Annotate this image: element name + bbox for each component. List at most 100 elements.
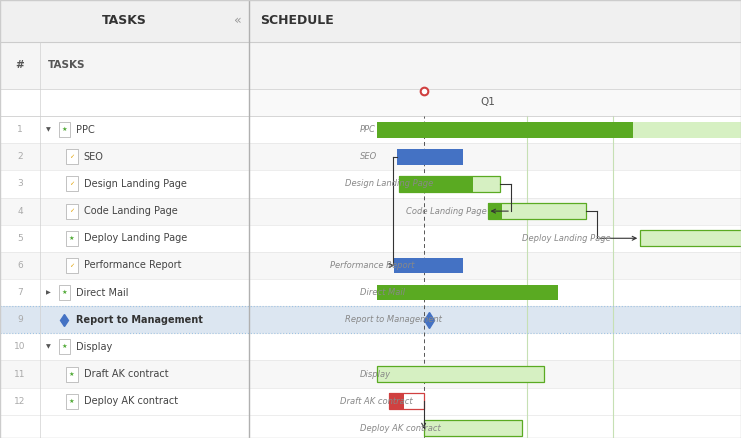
Bar (0, 116, 249, 143)
Bar (488, 203, 586, 219)
Bar (249, 225, 741, 252)
Text: 1: 1 (17, 125, 23, 134)
Bar (66, 149, 78, 164)
Text: ★: ★ (69, 399, 75, 404)
Bar (640, 230, 741, 246)
Text: ★: ★ (62, 344, 67, 350)
Bar (249, 388, 741, 415)
Text: ✓: ✓ (69, 263, 75, 268)
Text: Direct Mail: Direct Mail (359, 288, 405, 297)
Bar (0, 252, 249, 279)
Text: ★: ★ (69, 371, 75, 377)
Bar (249, 333, 741, 360)
Text: Draft AK contract: Draft AK contract (84, 369, 168, 379)
Text: PPC: PPC (359, 125, 376, 134)
Text: 5: 5 (17, 234, 23, 243)
Text: Deploy AK contract: Deploy AK contract (359, 424, 440, 433)
Bar (249, 42, 741, 89)
Bar (249, 360, 741, 388)
Bar (473, 176, 500, 192)
Text: 6: 6 (17, 261, 23, 270)
Text: Display: Display (76, 342, 113, 352)
Bar (249, 89, 741, 116)
Text: SEO: SEO (84, 152, 104, 162)
Bar (249, 306, 741, 333)
Bar (66, 204, 78, 219)
Text: SCHEDULE: SCHEDULE (260, 14, 334, 27)
Text: ★: ★ (62, 127, 67, 132)
Text: «: « (234, 14, 242, 27)
Bar (0, 279, 249, 306)
Text: ✓: ✓ (69, 181, 75, 187)
Text: Q1: Q1 (480, 98, 495, 107)
Text: ★: ★ (62, 290, 67, 295)
Bar (0, 143, 249, 170)
Bar (640, 230, 741, 246)
Text: Deploy AK contract: Deploy AK contract (84, 396, 178, 406)
Bar (0, 198, 249, 225)
Text: SEO: SEO (359, 152, 377, 161)
Bar (59, 339, 70, 354)
Bar (249, 170, 741, 198)
Bar (249, 0, 741, 42)
Text: 2: 2 (17, 152, 23, 161)
Text: Performance Report: Performance Report (84, 261, 182, 270)
Bar (249, 116, 741, 143)
Text: ▶: ▶ (46, 290, 50, 295)
Text: PPC: PPC (76, 125, 95, 134)
Bar (249, 279, 741, 306)
Text: ✓: ✓ (69, 208, 75, 214)
Text: 12: 12 (14, 397, 26, 406)
Bar (66, 367, 78, 381)
Text: Design Landing Page: Design Landing Page (84, 179, 187, 189)
Bar (0, 225, 249, 252)
Bar (66, 231, 78, 246)
Bar (396, 149, 463, 165)
Bar (377, 366, 544, 382)
Text: Report to Management: Report to Management (76, 315, 203, 325)
Bar (399, 176, 473, 192)
Bar (249, 198, 741, 225)
Text: #: # (16, 60, 24, 70)
Bar (0, 0, 249, 42)
Text: ▼: ▼ (46, 344, 50, 350)
Bar (404, 393, 424, 409)
Bar (394, 258, 463, 273)
Bar (66, 258, 78, 273)
Text: Deploy Landing Page: Deploy Landing Page (84, 233, 187, 243)
Bar (0, 333, 249, 360)
Text: ▼: ▼ (46, 127, 50, 132)
Bar (424, 420, 522, 436)
Bar (0, 360, 249, 388)
Bar (0, 388, 249, 415)
Text: ✓: ✓ (69, 154, 75, 159)
Text: 4: 4 (17, 207, 23, 215)
Bar (377, 285, 551, 300)
Text: 10: 10 (14, 343, 26, 351)
Bar (249, 252, 741, 279)
Bar (389, 393, 424, 409)
Bar (66, 177, 78, 191)
Text: Performance Report: Performance Report (330, 261, 414, 270)
Text: 11: 11 (14, 370, 26, 378)
Bar (377, 122, 633, 138)
Text: 9: 9 (17, 315, 23, 324)
Bar (633, 122, 741, 138)
Bar (249, 143, 741, 170)
Bar (59, 285, 70, 300)
Bar (389, 393, 404, 409)
Bar (424, 420, 522, 436)
Text: ★: ★ (69, 236, 75, 241)
Text: Deploy Landing Page: Deploy Landing Page (522, 234, 611, 243)
Text: Draft AK contract: Draft AK contract (340, 397, 413, 406)
Bar (0, 170, 249, 198)
Text: TASKS: TASKS (47, 60, 85, 70)
Text: Direct Mail: Direct Mail (76, 288, 129, 297)
Bar (551, 285, 558, 300)
Bar (377, 366, 544, 382)
Bar (502, 203, 586, 219)
Bar (0, 42, 249, 89)
Text: Code Landing Page: Code Landing Page (84, 206, 178, 216)
Bar (66, 394, 78, 409)
Text: Design Landing Page: Design Landing Page (345, 180, 433, 188)
